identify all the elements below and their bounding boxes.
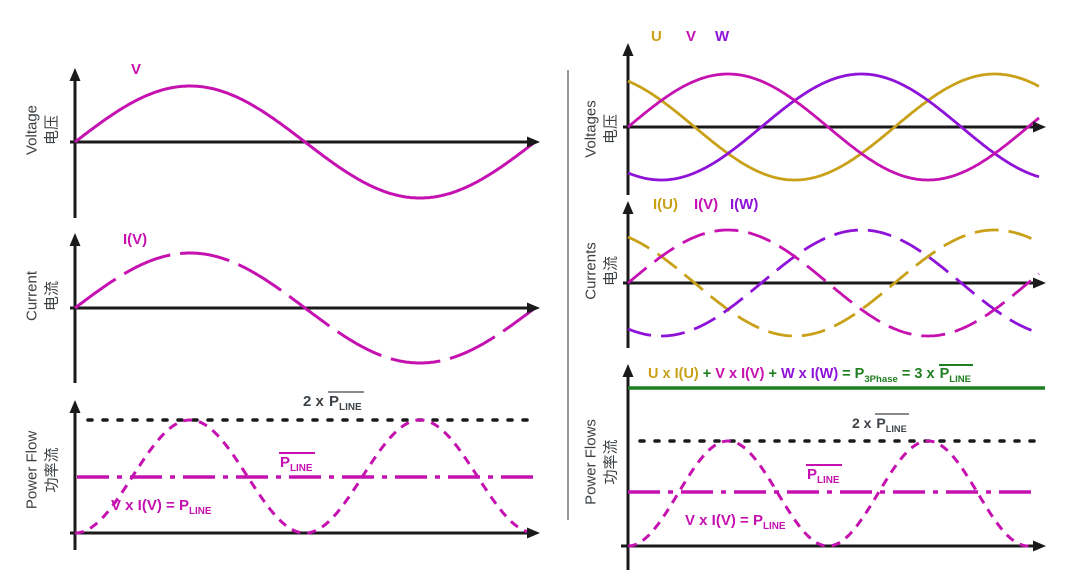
axis-label-en: Power Flows [582,419,600,505]
axis-label-en: Current [23,270,41,322]
pline-overline-group: PLINE [806,464,842,486]
pline-subscript: LINE [290,463,313,474]
curve-label-i-v: I(V) [123,231,148,248]
pline-subscript: LINE [949,373,972,385]
pline-p: P [329,393,340,410]
axis-label-power-flow-left: Power Flow 功率流 [23,431,62,509]
axis-label-en: Power Flow [23,430,41,510]
axis-label-cn: 功率流 [43,447,60,493]
axis-label-voltage-left: Voltage 电压 [23,105,62,155]
label-2x-pline-right: 2 x PLINE [852,413,909,434]
title-term-w: W x I(W) [780,366,839,382]
axis-label-current-left: Current 电流 [23,271,62,321]
axis-label-voltages-right: Voltages 电压 [582,100,621,158]
label-2x-pline-left: 2 x PLINE [303,391,364,413]
three-phase-power-title: U x I(U) + V x I(V) + W x I(W) = P3Phase… [648,364,974,385]
label-pline-right: PLINE [806,464,842,486]
equation-subscript: LINE [188,506,212,517]
curve-label-i-u: I(U) [653,196,678,213]
pline-p: P [939,366,950,382]
pline-overline-group: PLINE [938,364,974,385]
curve-label-i-v-right: I(V) [694,196,719,213]
label-2x-prefix: 2 x [303,393,329,410]
axis-label-cn: 电压 [43,114,60,146]
axis-label-en: Voltage [23,104,41,156]
title-eq-p: = P [838,366,865,382]
title-term-u: U x I(U) [648,366,699,382]
pline-subscript: LINE [339,402,362,413]
label-power-equation-right: V x I(V) = PLINE [685,512,785,532]
equation-subscript: LINE [762,521,786,532]
pline-subscript: LINE [817,475,840,486]
pline-p: P [876,415,886,431]
axis-label-currents-right: Currents 电流 [582,242,621,300]
curve-label-w: W [715,28,730,45]
title-term-v: V x I(V) [715,366,765,382]
equation-text: V x I(V) = P [685,512,763,529]
title-plus-1: + [698,366,716,382]
title-eq-p-subscript: 3Phase [864,373,898,385]
pline-overline-group: PLINE [328,391,364,413]
label-power-equation-left: V x I(V) = PLINE [111,497,211,517]
pline-overline-group: PLINE [875,413,909,434]
axis-label-cn: 电压 [602,113,619,145]
axis-label-cn: 电流 [43,281,60,312]
axis-label-cn: 电流 [602,256,619,287]
title-eq-mid: = 3 x [897,366,939,382]
curve-label-v-right: V [686,28,697,45]
curve-label-v: V [131,61,142,78]
axis-label-power-flows-right: Power Flows 功率流 [582,419,621,505]
curve-label-u: U [651,28,662,45]
axis-label-en: Currents [582,242,600,300]
pline-p: P [807,466,818,483]
axis-label-en: Voltages [582,100,600,158]
pline-p: P [280,454,291,471]
pline-overline-group: PLINE [279,452,315,474]
label-pline-left: PLINE [279,452,315,474]
equation-text: V x I(V) = P [111,497,189,514]
curve-label-i-w: I(W) [730,196,759,213]
title-plus-2: + [764,366,781,382]
label-2x-prefix: 2 x [852,415,876,431]
pline-subscript: LINE [885,423,907,434]
axis-label-cn: 功率流 [602,439,619,485]
